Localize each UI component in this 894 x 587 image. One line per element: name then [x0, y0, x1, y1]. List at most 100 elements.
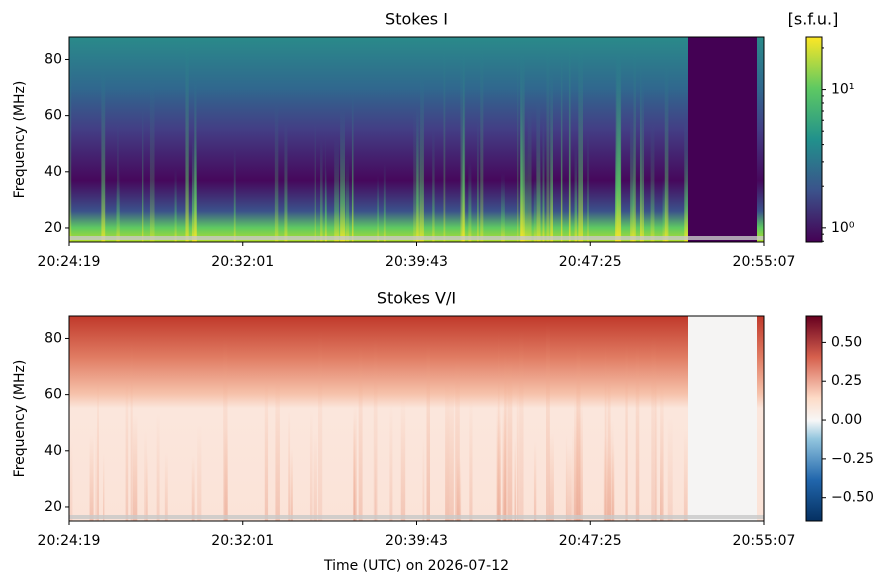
- y-tick-label: 40: [44, 164, 62, 180]
- spectrogram-texture: [460, 55, 466, 242]
- spectrogram-texture: [324, 167, 327, 242]
- spectrogram-background: [69, 316, 764, 521]
- spectrogram-texture: [542, 120, 545, 242]
- x-tick-label: 20:32:01: [211, 254, 274, 270]
- spectrogram-texture: [340, 110, 345, 242]
- y-tick-label: 20: [44, 220, 62, 236]
- spectrogram-texture: [533, 176, 536, 242]
- spectrogram-texture: [501, 172, 505, 242]
- x-tick-label: 20:47:25: [559, 254, 622, 270]
- spectrogram-texture: [536, 102, 541, 242]
- spectrogram-texture: [313, 432, 317, 521]
- spectrogram-texture: [432, 130, 435, 242]
- spectrogram-texture: [358, 343, 363, 521]
- spectrogram-texture: [567, 444, 572, 521]
- spectrogram-texture: [116, 180, 120, 242]
- spectrogram-texture: [587, 132, 589, 242]
- spectrogram-texture: [118, 164, 121, 242]
- spectrogram-texture: [540, 140, 542, 242]
- spectrogram-texture: [314, 120, 316, 242]
- spectrogram-texture: [609, 420, 614, 521]
- spectrogram-texture: [546, 321, 550, 521]
- y-axis-label: Frequency (MHz): [12, 360, 28, 478]
- plot-title: Stokes I: [385, 10, 448, 29]
- spectrogram-texture: [607, 362, 611, 521]
- spectrogram-texture: [144, 430, 147, 521]
- spectrogram-texture: [274, 104, 279, 242]
- spectrogram-texture: [612, 442, 615, 521]
- spectrogram-texture: [101, 70, 106, 242]
- spectrogram-texture: [69, 48, 72, 242]
- spectrogram-texture: [662, 176, 667, 242]
- x-tick-label: 20:47:25: [559, 533, 622, 549]
- colorbar: [805, 36, 823, 243]
- spectrogram-texture: [517, 51, 519, 243]
- spectrogram-texture: [630, 114, 635, 242]
- spectrogram-texture: [455, 353, 460, 521]
- spectrogram-texture: [449, 380, 454, 521]
- spectrogram-texture: [284, 122, 288, 242]
- spectrogram-texture: [520, 53, 525, 242]
- y-tick-label: 60: [44, 387, 62, 403]
- spectrogram-texture: [290, 448, 293, 521]
- spectrogram-texture: [197, 425, 202, 521]
- spectrogram-texture: [507, 353, 513, 521]
- spectrogram-texture: [416, 107, 421, 243]
- spectrogram-texture: [604, 342, 607, 521]
- spectrogram-texture: [576, 342, 581, 521]
- spectrogram-texture: [400, 395, 406, 521]
- spectrogram-texture: [560, 54, 563, 242]
- spectrogram-texture: [264, 373, 269, 521]
- spectrogram-texture: [640, 81, 645, 242]
- colorbar-label: [s.f.u.]: [788, 10, 839, 29]
- spectrogram-texture: [233, 148, 236, 242]
- y-axis-label: Frequency (MHz): [12, 81, 28, 199]
- spectrogram-texture: [345, 156, 350, 242]
- spectrogram-texture: [477, 118, 479, 242]
- spectrogram-texture: [650, 123, 655, 242]
- spectrogram-texture: [275, 368, 280, 521]
- plot-title: Stokes V/I: [377, 289, 456, 308]
- y-tick-label: 80: [44, 330, 62, 346]
- spectrogram-texture: [146, 452, 148, 521]
- y-tick-label: 60: [44, 108, 62, 124]
- spectrogram-texture: [468, 161, 472, 242]
- x-tick-label: 20:24:19: [38, 254, 101, 270]
- spectrogram-texture: [523, 132, 528, 242]
- spectrogram-gap: [688, 37, 757, 242]
- spectrogram-texture: [174, 169, 177, 242]
- spectrogram-low-band: [69, 236, 764, 240]
- spectrogram-texture: [377, 175, 379, 242]
- spectrogram-texture: [445, 376, 450, 521]
- spectrogram-texture: [288, 410, 291, 521]
- spectrogram-texture: [69, 440, 73, 521]
- x-tick-label: 20:55:07: [733, 533, 796, 549]
- spectrogram-gap: [688, 316, 757, 521]
- spectrogram-texture: [320, 139, 323, 242]
- colorbar-tick-label: 10⁰: [831, 220, 855, 236]
- spectrogram-texture: [223, 336, 228, 521]
- spectrogram-texture: [89, 434, 94, 521]
- spectrogram-texture: [546, 44, 550, 242]
- colorbar-tick-label: 10¹: [831, 82, 854, 98]
- spectrogram-texture: [413, 111, 419, 242]
- spectrogram-texture: [578, 398, 583, 521]
- spectrogram-texture: [132, 415, 138, 521]
- spectrogram-texture: [633, 50, 637, 242]
- spectrogram-texture: [527, 110, 532, 242]
- colorbar-tick-label: −0.25: [831, 451, 874, 467]
- spectrogram-texture: [502, 403, 506, 521]
- spectrogram-texture: [660, 380, 664, 521]
- x-tick-label: 20:24:19: [38, 533, 101, 549]
- spectrogram-texture: [574, 392, 579, 521]
- spectrogram-texture: [149, 81, 155, 242]
- spectrogram-texture: [373, 335, 378, 521]
- spectrogram-texture: [565, 434, 568, 521]
- y-tick-label: 20: [44, 499, 62, 515]
- spectrogram-texture: [514, 437, 517, 521]
- spectrogram-texture: [683, 430, 688, 521]
- spectrogram-texture: [660, 451, 662, 521]
- colorbar: [805, 315, 823, 522]
- spectrogram-texture: [655, 359, 658, 521]
